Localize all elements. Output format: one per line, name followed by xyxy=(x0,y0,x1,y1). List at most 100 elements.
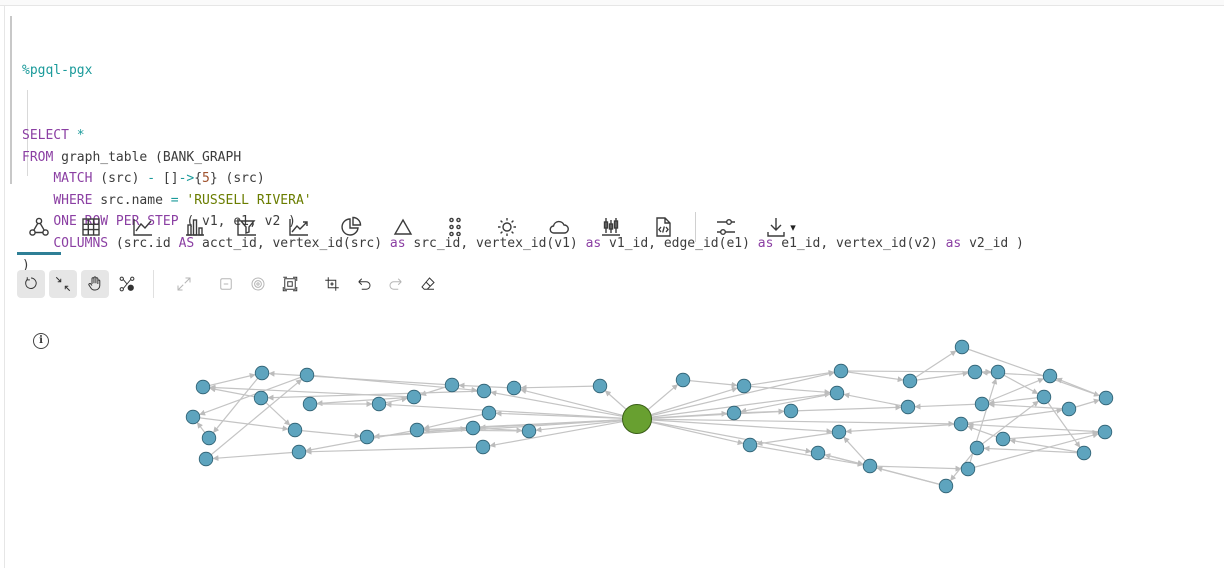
triangle-view-button[interactable] xyxy=(381,207,425,247)
graph-vertex[interactable] xyxy=(371,396,387,412)
graph-vertex[interactable] xyxy=(829,385,845,401)
focus-button[interactable] xyxy=(244,270,272,298)
graph-edge[interactable] xyxy=(733,408,785,415)
graph-vertex[interactable] xyxy=(287,422,303,438)
graph-vertex[interactable] xyxy=(1036,389,1052,405)
graph-vertex[interactable] xyxy=(953,416,969,432)
graph-edge[interactable] xyxy=(472,427,523,434)
graph-edge[interactable] xyxy=(1009,438,1085,454)
graph-edge[interactable] xyxy=(981,377,1044,405)
pie-chart-view-button[interactable] xyxy=(329,207,373,247)
graph-vertex[interactable] xyxy=(465,420,481,436)
graph-edge[interactable] xyxy=(212,451,300,462)
graph-vertex[interactable] xyxy=(736,378,752,394)
graph-edge[interactable] xyxy=(790,404,902,412)
candlestick-view-button[interactable] xyxy=(589,207,633,247)
graph-edge[interactable] xyxy=(192,416,289,432)
graph-edge[interactable] xyxy=(976,400,1039,449)
line-chart-view-button[interactable] xyxy=(121,207,165,247)
code-editor[interactable]: %pgql-pgx SELECT * FROM graph_table (BANK… xyxy=(10,12,1224,273)
sun-view-button[interactable] xyxy=(485,207,529,247)
graph-vertex[interactable] xyxy=(1076,445,1092,461)
graph-vertex[interactable] xyxy=(810,445,826,461)
graph-vertex[interactable] xyxy=(938,478,954,494)
eraser-button[interactable] xyxy=(414,270,442,298)
graph-edge[interactable] xyxy=(983,445,1085,454)
graph-vertex[interactable] xyxy=(995,431,1011,447)
graph-vertex[interactable] xyxy=(960,461,976,477)
graph-vertex[interactable] xyxy=(359,429,375,445)
graph-vertex[interactable] xyxy=(506,380,522,396)
fit-frame-button[interactable] xyxy=(276,270,304,298)
graph-edge[interactable] xyxy=(636,386,738,420)
graph-vertex[interactable] xyxy=(185,409,201,425)
graph-edge[interactable] xyxy=(967,432,1099,470)
cloud-view-button[interactable] xyxy=(537,207,581,247)
redo-button[interactable] xyxy=(382,270,410,298)
graph-edge[interactable] xyxy=(520,384,601,391)
graph-vertex[interactable] xyxy=(974,396,990,412)
graph-vertex[interactable] xyxy=(475,439,491,455)
graph-edge[interactable] xyxy=(1002,429,1099,440)
graph-edge[interactable] xyxy=(213,372,263,433)
graph-edge[interactable] xyxy=(209,384,415,398)
graph-vertex[interactable] xyxy=(900,399,916,415)
graph-edge[interactable] xyxy=(209,386,262,399)
graph-edge[interactable] xyxy=(988,401,1070,410)
code-file-view-button[interactable] xyxy=(641,207,685,247)
graph-vertex[interactable] xyxy=(833,363,849,379)
graph-edge[interactable] xyxy=(267,390,485,401)
network-settings-button[interactable] xyxy=(113,270,141,298)
graph-edge[interactable] xyxy=(743,369,835,387)
info-icon[interactable]: i xyxy=(33,333,49,349)
graph-edge[interactable] xyxy=(961,346,1100,397)
graph-edge[interactable] xyxy=(967,378,998,470)
graph-edge[interactable] xyxy=(636,370,835,420)
graph-edge[interactable] xyxy=(817,452,864,466)
graph-edge[interactable] xyxy=(909,370,969,382)
graph-edge[interactable] xyxy=(489,418,638,448)
graph-edge[interactable] xyxy=(636,418,955,427)
graph-edge[interactable] xyxy=(205,379,303,460)
graph-vertex[interactable] xyxy=(253,390,269,406)
graph-edge[interactable] xyxy=(636,418,744,446)
graph-edge[interactable] xyxy=(202,372,256,388)
graph-vertex[interactable] xyxy=(1098,390,1114,406)
graph-vertex[interactable] xyxy=(521,423,537,439)
graph-vertex[interactable] xyxy=(969,440,985,456)
graph-edge[interactable] xyxy=(423,412,490,431)
graph-vertex[interactable] xyxy=(831,424,847,440)
graph-edge[interactable] xyxy=(1056,377,1107,399)
graph-vertex[interactable] xyxy=(476,383,492,399)
graph-edge[interactable] xyxy=(869,465,962,472)
graph-vertex[interactable] xyxy=(201,430,217,446)
graph-edge[interactable] xyxy=(967,421,1106,433)
graph-edge[interactable] xyxy=(756,431,840,447)
graph-edge[interactable] xyxy=(876,466,947,487)
collapse-button[interactable] xyxy=(49,270,77,298)
graph-vertex[interactable] xyxy=(409,422,425,438)
graph-vertex[interactable] xyxy=(444,377,460,393)
graph-vertex[interactable] xyxy=(302,396,318,412)
hand-button[interactable] xyxy=(81,270,109,298)
graph-vertex[interactable] xyxy=(902,373,918,389)
graph-edge[interactable] xyxy=(960,407,1063,425)
dot-grid-view-button[interactable] xyxy=(433,207,477,247)
graph-edge[interactable] xyxy=(305,446,484,455)
graph-edge[interactable] xyxy=(490,390,638,420)
graph-vertex[interactable] xyxy=(1061,401,1077,417)
graph-vertex[interactable] xyxy=(990,364,1006,380)
minus-box-button[interactable] xyxy=(212,270,240,298)
graph-vertex[interactable] xyxy=(862,458,878,474)
graph-edge[interactable] xyxy=(385,401,638,420)
graph-vertex[interactable] xyxy=(592,378,608,394)
table-view-button[interactable] xyxy=(69,207,113,247)
graph-edge[interactable] xyxy=(535,418,638,433)
graph-edge[interactable] xyxy=(743,385,831,396)
graph-edge[interactable] xyxy=(988,396,1045,406)
graph-edge[interactable] xyxy=(914,403,983,410)
expand-button[interactable] xyxy=(170,270,198,298)
pivot-view-button[interactable] xyxy=(225,207,269,247)
graph-vertex[interactable] xyxy=(406,389,422,405)
graph-edge[interactable] xyxy=(843,392,909,408)
